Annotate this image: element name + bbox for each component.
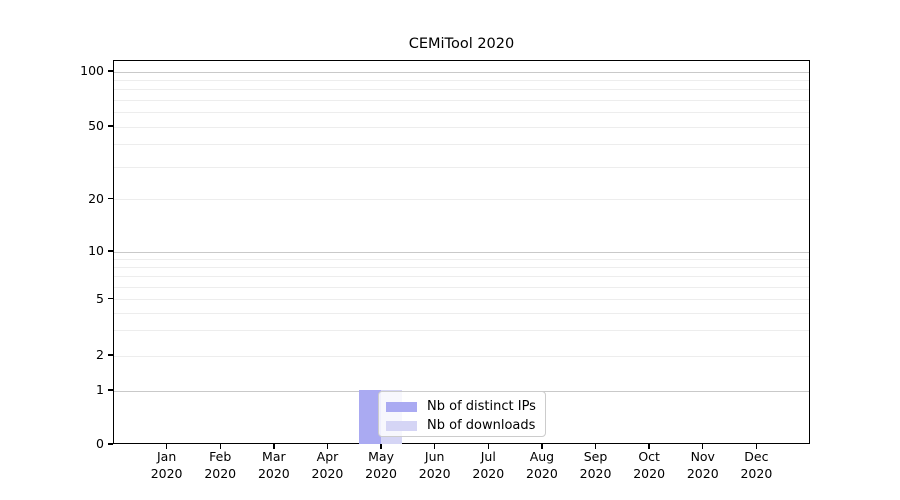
plot-area [113,60,810,444]
x-tick-year: 2020 [311,465,344,481]
x-tick-mark [755,444,758,449]
x-axis-tick-label: Aug 2020 [513,449,571,482]
x-axis-tick-label: Dec 2020 [727,449,785,482]
x-tick-month: Sep [583,449,608,464]
x-tick-mark [219,444,221,449]
x-axis-tick-label: Jan 2020 [138,449,196,482]
legend-label: Nb of distinct IPs [427,399,536,414]
legend-item: Nb of downloads [379,416,545,435]
x-tick-year: 2020 [579,465,612,481]
x-axis-tick-label: Nov 2020 [674,449,732,482]
x-tick-mark [273,444,275,449]
legend-label: Nb of downloads [427,418,536,433]
y-axis-tick-label: 5 [96,290,104,306]
legend-item: Nb of distinct IPs [379,397,545,416]
x-axis-tick-label: Feb 2020 [191,449,249,482]
minor-gridline [114,144,809,146]
x-tick-month: Jul [480,449,496,464]
minor-gridline [114,286,809,288]
minor-gridline [114,312,809,314]
minor-gridline [114,275,809,277]
minor-gridline [114,258,809,260]
major-gridline [114,71,809,73]
x-tick-month: Oct [638,449,660,464]
x-tick-month: Feb [209,449,232,464]
x-tick-month: Mar [262,449,286,464]
x-tick-month: Aug [529,449,555,464]
chart-title: CEMiTool 2020 [408,36,515,52]
minor-gridline [114,355,809,357]
x-tick-month: Dec [744,449,769,464]
x-tick-year: 2020 [204,465,237,481]
x-tick-month: May [368,449,394,464]
y-tick-mark [107,389,113,391]
x-tick-mark [326,444,329,449]
y-axis-tick-label: 50 [88,118,104,133]
minor-gridline [114,266,809,268]
x-tick-mark [541,444,543,449]
x-axis-tick-label: Oct 2020 [620,449,678,482]
minor-gridline [114,79,809,81]
y-tick-mark [107,354,113,356]
x-tick-month: Jan [156,449,177,464]
y-tick-mark [107,125,113,127]
minor-gridline [114,126,809,128]
x-tick-mark [594,444,597,449]
y-tick-mark [107,250,113,252]
minor-gridline [114,99,809,101]
bar-distinct-ips [359,389,381,444]
y-axis-tick-label: 20 [88,190,104,206]
x-axis-tick-label: Mar 2020 [245,449,303,482]
minor-gridline [114,112,809,114]
x-tick-mark [165,444,168,449]
y-tick-mark [107,197,113,200]
x-tick-month: Jun [424,449,445,464]
x-axis-tick-label: Jun 2020 [406,449,464,482]
y-axis-tick-label: 1 [96,382,104,397]
x-tick-month: Nov [690,449,715,464]
x-tick-year: 2020 [418,465,451,481]
x-tick-month: Apr [316,449,339,464]
x-tick-mark [380,444,382,449]
x-tick-year: 2020 [526,465,558,481]
x-axis-tick-label: Sep 2020 [567,449,625,482]
y-tick-mark [107,443,113,445]
x-tick-year: 2020 [365,465,397,481]
y-axis-tick-label: 10 [88,243,104,258]
x-axis-tick-label: May 2020 [352,449,410,482]
x-axis-tick-label: Jul 2020 [459,449,517,482]
x-tick-mark [702,444,704,449]
x-tick-year: 2020 [686,465,719,481]
x-tick-year: 2020 [257,465,290,481]
y-axis-tick-label: 2 [96,347,104,362]
x-tick-mark [648,444,650,449]
minor-gridline [114,89,809,91]
minor-gridline [114,166,809,168]
legend-swatch [386,401,417,412]
y-axis-tick-label: 100 [80,63,104,78]
legend: Nb of distinct IPs Nb of downloads [378,391,546,437]
minor-gridline [114,330,809,332]
x-tick-mark [433,444,436,449]
x-axis-tick-label: Apr 2020 [298,449,356,482]
x-tick-year: 2020 [472,465,505,481]
legend-swatch [386,420,417,431]
y-tick-mark [107,70,113,72]
minor-gridline [114,199,809,200]
x-tick-year: 2020 [150,465,183,481]
y-axis-tick-label: 0 [96,436,104,451]
x-tick-year: 2020 [740,465,773,481]
major-gridline [114,251,809,253]
y-tick-mark [107,297,113,300]
x-tick-year: 2020 [633,465,666,481]
minor-gridline [114,299,809,300]
x-tick-mark [487,444,489,449]
